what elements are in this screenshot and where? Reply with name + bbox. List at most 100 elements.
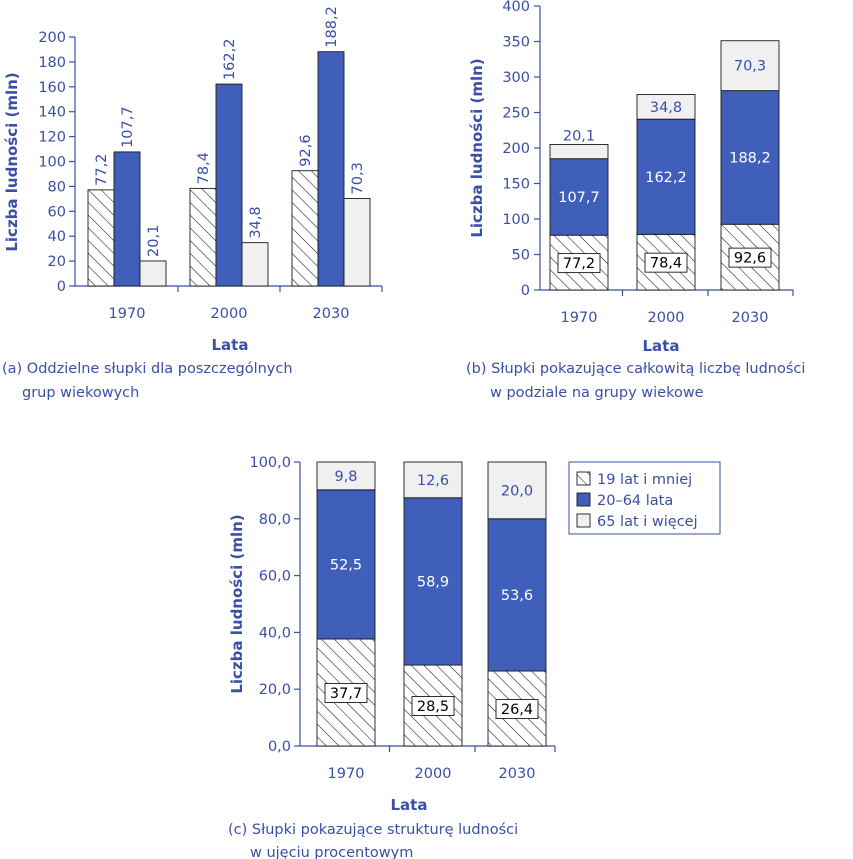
chart-caption: w ujęciu procentowym (250, 845, 413, 859)
value-label-box (495, 699, 539, 719)
y-tick-label: 180 (38, 55, 66, 71)
x-category-label: 2030 (499, 766, 536, 782)
y-tick-label: 60,0 (259, 569, 291, 585)
y-tick-label: 80,0 (259, 512, 291, 528)
segment-value-label: 188,2 (729, 150, 771, 166)
bar-value-label: 77,2 (94, 154, 110, 186)
y-tick-label: 160 (38, 80, 66, 96)
bar (87, 189, 115, 287)
bar-value-label: 92,6 (298, 134, 314, 166)
y-tick-label: 120 (38, 130, 66, 146)
x-category-label: 2030 (313, 306, 350, 322)
y-axis-title: Liczba ludności (mln) (228, 514, 246, 693)
bar (113, 151, 141, 287)
y-tick-label: 80 (48, 179, 66, 195)
stacked-bar-segment (403, 497, 463, 666)
x-axis-title: Lata (643, 337, 680, 355)
segment-value-label: 78,4 (650, 256, 682, 272)
y-tick-label: 50 (512, 248, 530, 264)
legend-box (568, 461, 721, 535)
y-tick-label: 100 (38, 155, 66, 171)
stacked-bar-segment (720, 90, 780, 225)
y-tick-label: 300 (502, 70, 530, 86)
legend-swatch (576, 471, 591, 486)
segment-value-label: 58,9 (417, 574, 449, 590)
y-tick-label: 0 (521, 283, 530, 299)
segment-value-label: 70,3 (734, 59, 766, 75)
y-tick-label: 100 (502, 212, 530, 228)
x-axis-title: Lata (391, 796, 428, 814)
legend-label: 65 lat i więcej (597, 514, 698, 530)
y-tick-label: 40 (48, 229, 66, 245)
segment-value-label: 26,4 (501, 702, 533, 718)
y-axis-title: Liczba ludności (mln) (468, 58, 486, 237)
bar-value-label: 188,2 (324, 6, 340, 48)
y-tick-label: 140 (38, 105, 66, 121)
segment-value-label: 12,6 (417, 473, 449, 489)
stacked-bar-segment (487, 518, 547, 672)
value-label-box (411, 696, 455, 716)
value-label-box (644, 252, 688, 273)
stacked-bar-segment (316, 461, 376, 491)
value-label-box (324, 683, 368, 703)
chart-caption: (a) Oddzielne słupki dla poszczególnych (2, 361, 293, 377)
y-tick-label: 100,0 (249, 455, 291, 471)
segment-value-label: 9,8 (334, 469, 357, 485)
segment-value-label: 20,0 (501, 483, 533, 499)
stacked-bar-segment (549, 158, 609, 236)
segment-value-label: 77,2 (563, 256, 595, 272)
y-tick-label: 20,0 (259, 682, 291, 698)
y-tick-label: 200 (502, 141, 530, 157)
segment-value-label: 28,5 (417, 699, 449, 715)
y-tick-label: 40,0 (259, 625, 291, 641)
bar-value-label: 78,4 (196, 152, 212, 184)
x-category-label: 2000 (415, 766, 452, 782)
y-tick-label: 150 (502, 177, 530, 193)
segment-value-label: 37,7 (330, 686, 362, 702)
x-category-label: 2030 (732, 310, 769, 326)
stacked-bar-segment (549, 143, 609, 160)
bar (343, 198, 371, 287)
stacked-bar-segment (403, 461, 463, 499)
y-tick-label: 350 (502, 35, 530, 51)
stacked-bar-segment (636, 118, 696, 235)
stacked-bar-segment (316, 489, 376, 640)
value-label-box (557, 253, 601, 274)
segment-value-label: 107,7 (558, 190, 600, 206)
legend-label: 20–64 lata (597, 493, 673, 509)
stacked-bar-segment (487, 461, 547, 520)
bar (215, 83, 243, 287)
x-category-label: 2000 (648, 310, 685, 326)
bar-value-label: 107,7 (120, 106, 136, 148)
segment-value-label: 20,1 (563, 128, 595, 144)
segment-value-label: 52,5 (330, 557, 362, 573)
y-tick-label: 20 (48, 254, 66, 270)
y-axis-title: Liczba ludności (mln) (3, 72, 21, 251)
value-label-box (728, 247, 772, 268)
legend-swatch (576, 513, 591, 528)
x-category-label: 2000 (211, 306, 248, 322)
bar (291, 170, 319, 287)
bar (317, 51, 345, 287)
y-tick-label: 400 (502, 0, 530, 15)
y-tick-label: 0 (57, 279, 66, 295)
y-tick-label: 200 (38, 30, 66, 46)
y-tick-label: 0,0 (268, 739, 291, 755)
legend-label: 19 lat i mniej (597, 472, 692, 488)
bar-value-label: 34,8 (248, 206, 264, 238)
chart-caption: grup wiekowych (22, 385, 139, 401)
bar-value-label: 162,2 (222, 39, 238, 81)
segment-value-label: 53,6 (501, 588, 533, 604)
x-category-label: 1970 (328, 766, 365, 782)
x-axis-title: Lata (212, 336, 249, 354)
bar (189, 187, 217, 287)
bar (241, 242, 269, 287)
x-category-label: 1970 (561, 310, 598, 326)
chart-caption: w podziale na grupy wiekowe (490, 385, 704, 401)
stacked-bar-segment (720, 40, 780, 92)
segment-value-label: 34,8 (650, 100, 682, 116)
legend-swatch (576, 492, 591, 507)
stacked-bar-segment (636, 94, 696, 120)
bar-value-label: 20,1 (146, 225, 162, 257)
